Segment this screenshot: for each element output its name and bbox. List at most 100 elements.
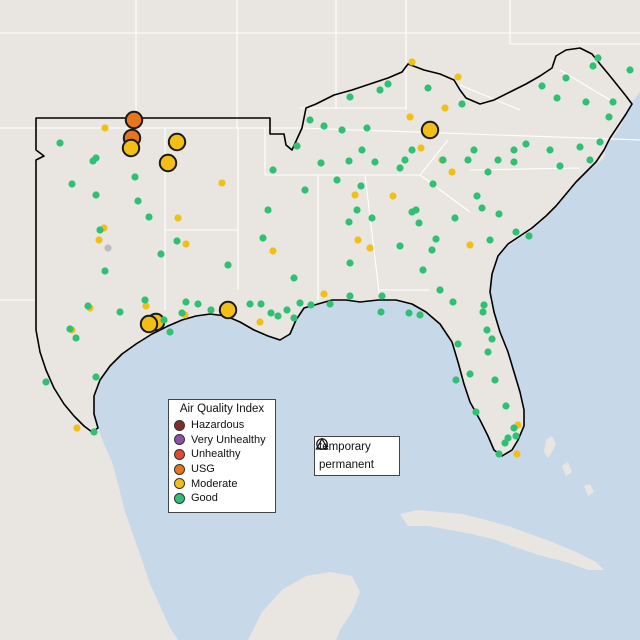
good-site-marker[interactable]: [68, 180, 76, 188]
good-site-marker[interactable]: [160, 316, 168, 324]
good-site-marker[interactable]: [207, 306, 215, 314]
good-site-marker[interactable]: [358, 146, 366, 154]
good-site-marker[interactable]: [429, 180, 437, 188]
good-site-marker[interactable]: [301, 186, 309, 194]
moderate-site-marker[interactable]: [256, 318, 264, 326]
moderate-site-marker[interactable]: [142, 302, 150, 310]
good-site-marker[interactable]: [141, 296, 149, 304]
good-site-marker[interactable]: [480, 301, 488, 309]
good-site-marker[interactable]: [586, 156, 594, 164]
good-site-marker[interactable]: [538, 82, 546, 90]
good-site-marker[interactable]: [131, 173, 139, 181]
good-site-marker[interactable]: [510, 424, 518, 432]
good-site-marker[interactable]: [494, 156, 502, 164]
good-site-marker[interactable]: [345, 218, 353, 226]
good-site-marker[interactable]: [264, 206, 272, 214]
moderate-site-marker[interactable]: [158, 153, 178, 173]
good-site-marker[interactable]: [626, 66, 634, 74]
good-site-marker[interactable]: [464, 156, 472, 164]
good-site-marker[interactable]: [525, 232, 533, 240]
good-site-marker[interactable]: [466, 370, 474, 378]
good-site-marker[interactable]: [576, 143, 584, 151]
good-site-marker[interactable]: [296, 299, 304, 307]
usg-site-marker[interactable]: [124, 110, 144, 130]
good-site-marker[interactable]: [501, 439, 509, 447]
good-site-marker[interactable]: [396, 164, 404, 172]
good-site-marker[interactable]: [396, 242, 404, 250]
good-site-marker[interactable]: [346, 259, 354, 267]
good-site-marker[interactable]: [432, 235, 440, 243]
good-site-marker[interactable]: [363, 124, 371, 132]
moderate-site-marker[interactable]: [95, 236, 103, 244]
good-site-marker[interactable]: [412, 206, 420, 214]
good-site-marker[interactable]: [145, 213, 153, 221]
good-site-marker[interactable]: [166, 328, 174, 336]
good-site-marker[interactable]: [553, 94, 561, 102]
good-site-marker[interactable]: [194, 300, 202, 308]
good-site-marker[interactable]: [458, 100, 466, 108]
good-site-marker[interactable]: [479, 308, 487, 316]
good-site-marker[interactable]: [283, 306, 291, 314]
good-site-marker[interactable]: [449, 298, 457, 306]
good-site-marker[interactable]: [589, 62, 597, 70]
moderate-site-marker[interactable]: [218, 179, 226, 187]
good-site-marker[interactable]: [290, 314, 298, 322]
good-site-marker[interactable]: [42, 378, 50, 386]
good-site-marker[interactable]: [92, 373, 100, 381]
good-site-marker[interactable]: [92, 154, 100, 162]
good-site-marker[interactable]: [338, 126, 346, 134]
moderate-site-marker[interactable]: [73, 424, 81, 432]
good-site-marker[interactable]: [562, 74, 570, 82]
good-site-marker[interactable]: [512, 228, 520, 236]
moderate-site-marker[interactable]: [121, 138, 141, 158]
good-site-marker[interactable]: [346, 93, 354, 101]
good-site-marker[interactable]: [371, 158, 379, 166]
moderate-site-marker[interactable]: [389, 192, 397, 200]
good-site-marker[interactable]: [92, 191, 100, 199]
good-site-marker[interactable]: [452, 376, 460, 384]
good-site-marker[interactable]: [473, 192, 481, 200]
good-site-marker[interactable]: [182, 298, 190, 306]
good-site-marker[interactable]: [510, 158, 518, 166]
good-site-marker[interactable]: [609, 98, 617, 106]
good-site-marker[interactable]: [495, 210, 503, 218]
good-site-marker[interactable]: [451, 214, 459, 222]
good-site-marker[interactable]: [384, 80, 392, 88]
moderate-site-marker[interactable]: [417, 144, 425, 152]
moderate-site-marker[interactable]: [420, 120, 440, 140]
moderate-site-marker[interactable]: [351, 191, 359, 199]
good-site-marker[interactable]: [224, 261, 232, 269]
moderate-site-marker[interactable]: [466, 241, 474, 249]
good-site-marker[interactable]: [491, 376, 499, 384]
good-site-marker[interactable]: [436, 286, 444, 294]
moderate-site-marker[interactable]: [406, 113, 414, 121]
moderate-site-marker[interactable]: [101, 124, 109, 132]
good-site-marker[interactable]: [472, 408, 480, 416]
good-site-marker[interactable]: [510, 146, 518, 154]
moderate-site-marker[interactable]: [269, 247, 277, 255]
good-site-marker[interactable]: [246, 300, 254, 308]
moderate-site-marker[interactable]: [139, 314, 159, 334]
good-site-marker[interactable]: [486, 236, 494, 244]
good-site-marker[interactable]: [419, 266, 427, 274]
good-site-marker[interactable]: [326, 300, 334, 308]
good-site-marker[interactable]: [415, 219, 423, 227]
good-site-marker[interactable]: [317, 159, 325, 167]
good-site-marker[interactable]: [333, 176, 341, 184]
good-site-marker[interactable]: [345, 157, 353, 165]
good-site-marker[interactable]: [582, 98, 590, 106]
moderate-site-marker[interactable]: [441, 104, 449, 112]
good-site-marker[interactable]: [556, 162, 564, 170]
good-site-marker[interactable]: [488, 335, 496, 343]
good-site-marker[interactable]: [134, 197, 142, 205]
good-site-marker[interactable]: [368, 214, 376, 222]
good-site-marker[interactable]: [522, 140, 530, 148]
moderate-site-marker[interactable]: [354, 236, 362, 244]
good-site-marker[interactable]: [454, 340, 462, 348]
good-site-marker[interactable]: [178, 309, 186, 317]
good-site-marker[interactable]: [605, 113, 613, 121]
moderate-site-marker[interactable]: [182, 240, 190, 248]
good-site-marker[interactable]: [306, 116, 314, 124]
good-site-marker[interactable]: [416, 311, 424, 319]
